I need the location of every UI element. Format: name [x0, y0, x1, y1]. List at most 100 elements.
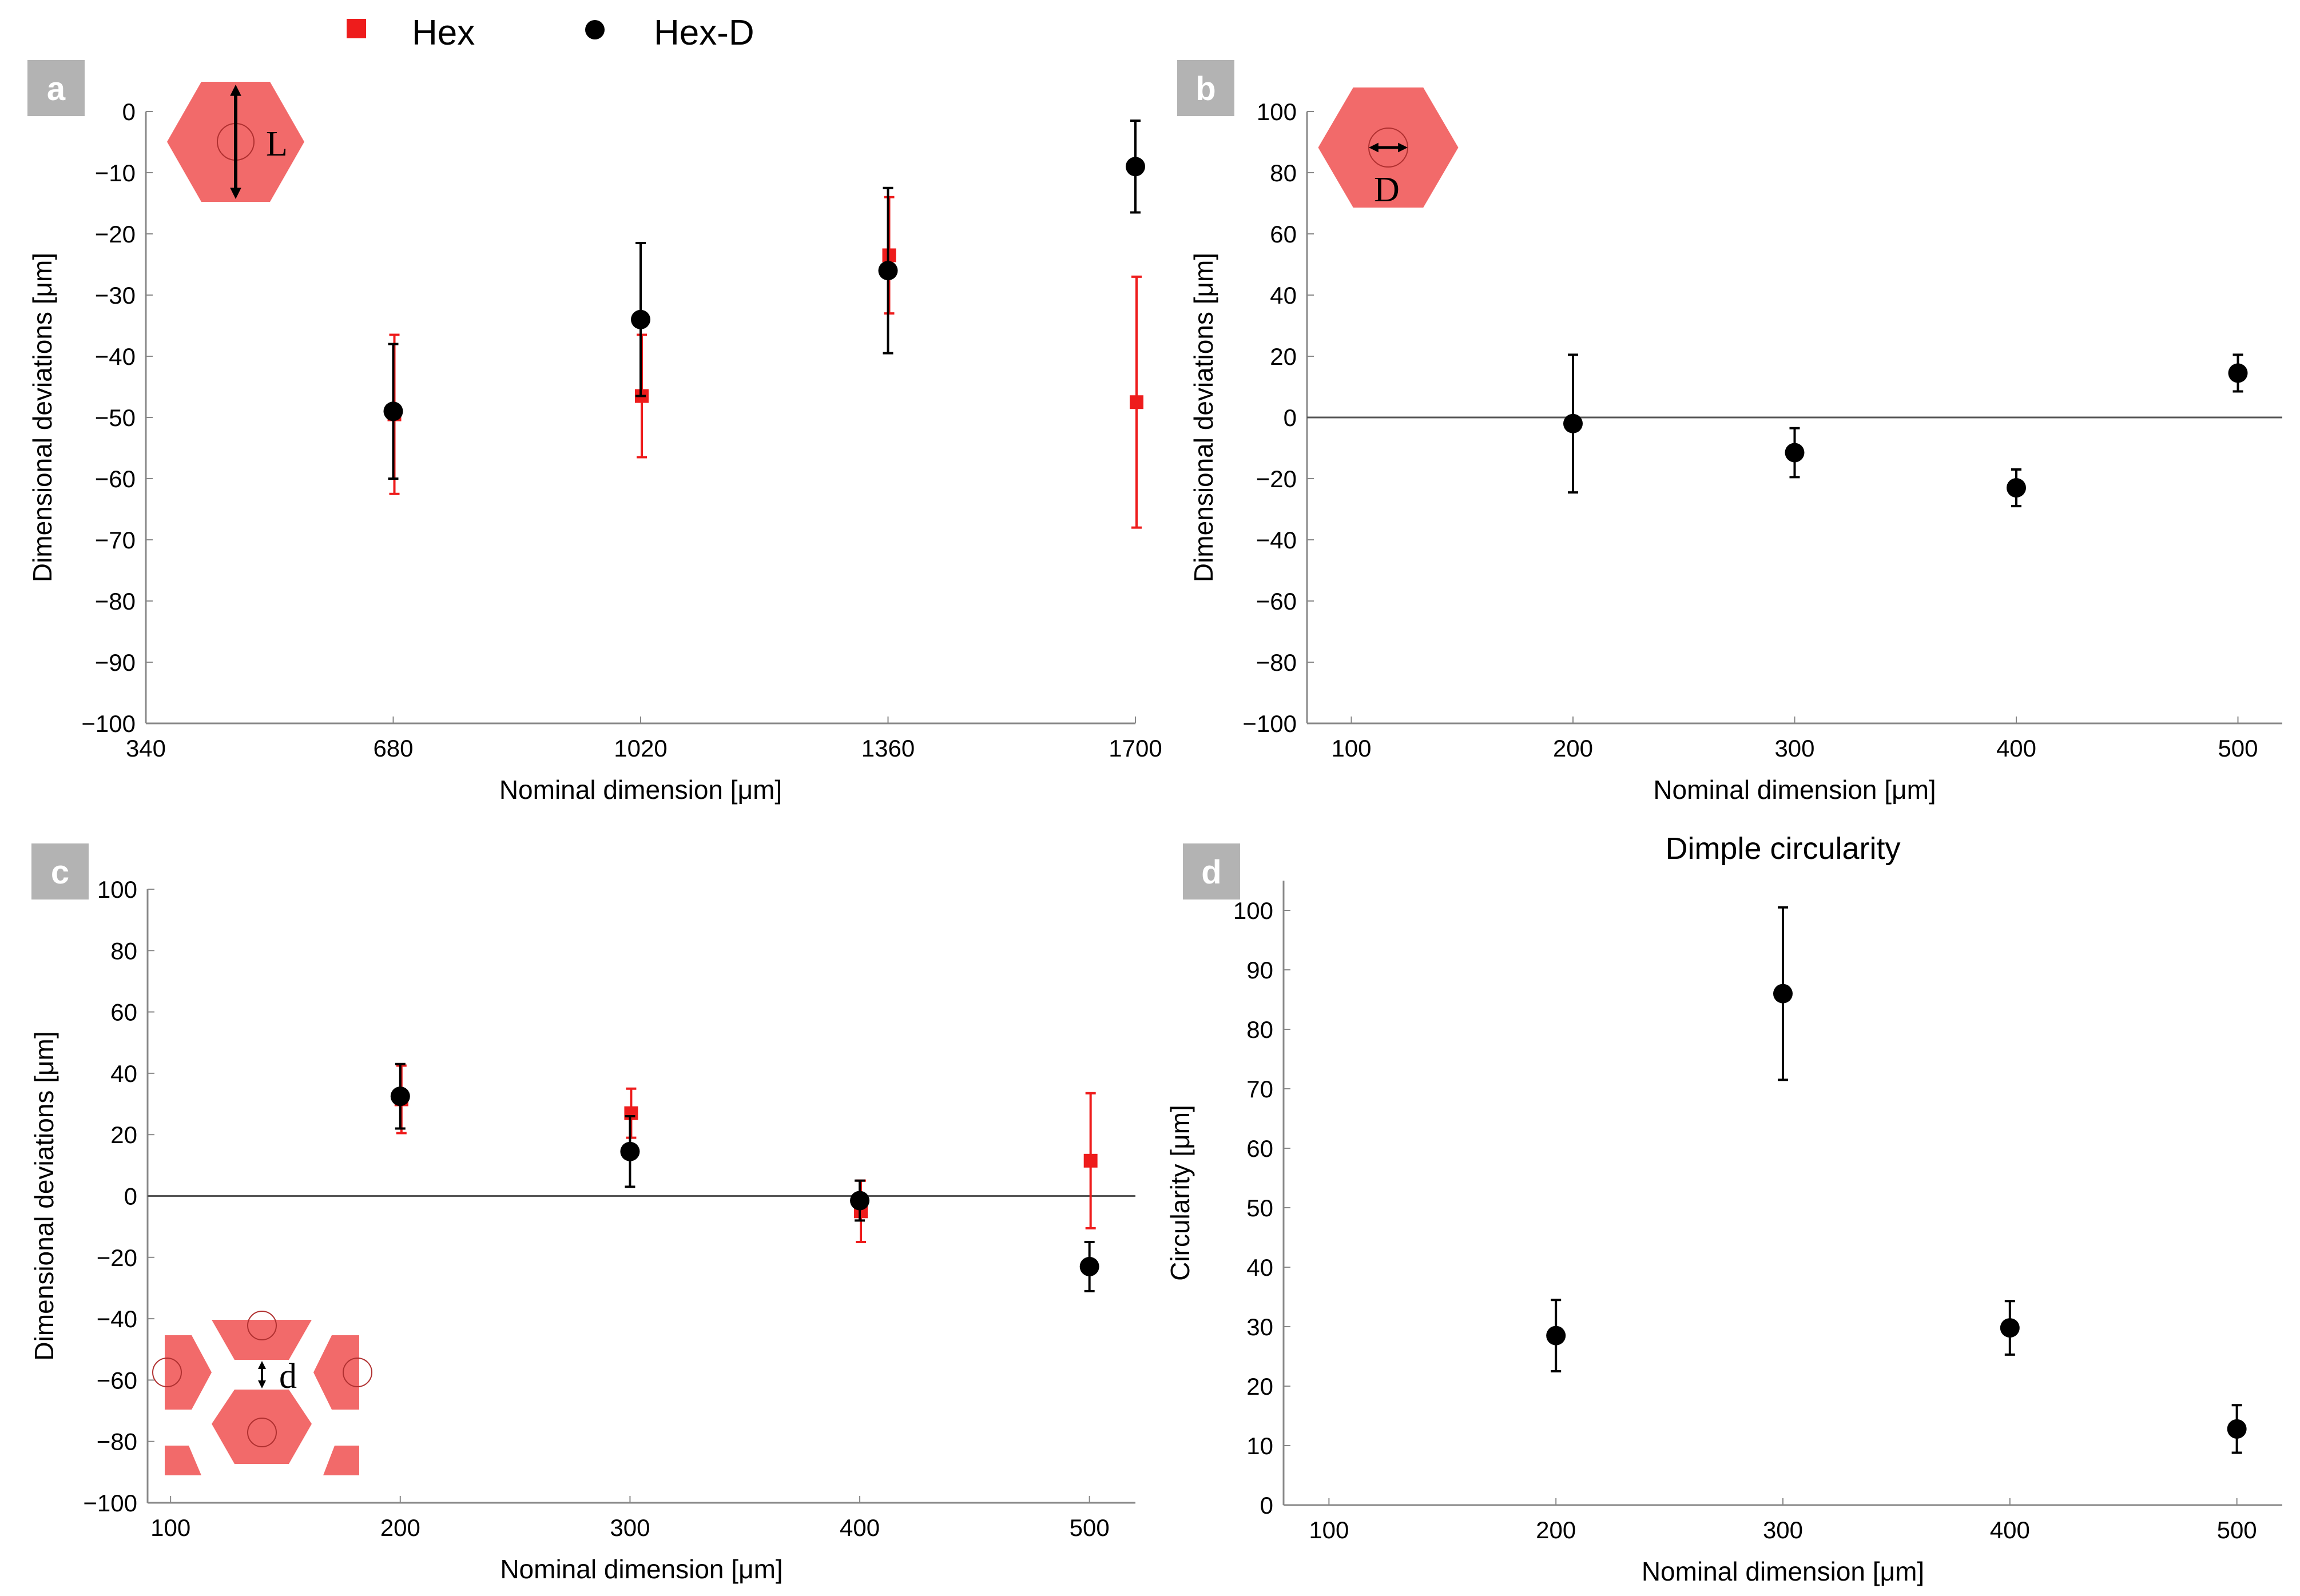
data-point-hexd [850, 1191, 870, 1211]
x-tick-label: 400 [1990, 1517, 2030, 1543]
x-tick-label: 1020 [614, 735, 667, 762]
y-tick-label: 30 [1246, 1314, 1273, 1340]
y-tick-label: 40 [1246, 1254, 1273, 1281]
dimple-outline [152, 1358, 182, 1387]
y-tick-label: 90 [1246, 957, 1273, 984]
y-tick-label: −100 [81, 710, 136, 737]
y-tick-label: −100 [83, 1490, 137, 1517]
y-tick-label: −10 [95, 160, 136, 186]
y-tick-label: 40 [110, 1060, 137, 1087]
y-tick-label: 10 [1246, 1432, 1273, 1459]
inset-label: d [279, 1357, 297, 1396]
data-point-hexd [390, 1086, 410, 1107]
inset-hexagon-gap: d [152, 1311, 372, 1475]
inset-label: L [266, 125, 288, 164]
y-tick-label: 0 [122, 98, 136, 125]
x-axis-label: Nominal dimension [μm] [1642, 1557, 1924, 1586]
y-tick-label: 70 [1246, 1076, 1273, 1103]
y-tick-label: 20 [110, 1121, 137, 1148]
x-axis-label: Nominal dimension [μm] [500, 1554, 782, 1584]
y-tick-label: 0 [1260, 1492, 1273, 1519]
inset-hexagon-diameter: D [1318, 87, 1459, 209]
legend-hexd-marker [585, 20, 605, 39]
y-tick-label: 20 [1270, 343, 1297, 370]
hexagon-shape [212, 1390, 312, 1464]
hexagon-shape [165, 1446, 201, 1475]
x-axis-label: Nominal dimension [μm] [499, 775, 782, 805]
dimple-outline [247, 1311, 277, 1340]
x-tick-label: 400 [1996, 735, 2036, 762]
x-tick-label: 200 [1553, 735, 1593, 762]
y-tick-label: 80 [110, 937, 137, 964]
arrow-head [230, 188, 241, 199]
y-tick-label: 0 [1284, 404, 1297, 431]
y-tick-label: 100 [1233, 897, 1273, 924]
dimple-outline [247, 1418, 277, 1447]
data-point-hexd [2000, 1318, 2020, 1338]
x-tick-label: 500 [1070, 1514, 1110, 1541]
legend: Hex Hex-D [347, 13, 754, 53]
y-tick-label: −80 [95, 588, 136, 615]
x-tick-label: 200 [380, 1514, 420, 1541]
y-tick-label: −40 [1256, 527, 1297, 554]
legend-hexd-label: Hex-D [654, 13, 754, 53]
x-tick-label: 100 [150, 1514, 190, 1541]
y-tick-label: −100 [1242, 710, 1297, 737]
panel-label: b [1195, 70, 1215, 108]
x-tick-label: 1700 [1109, 735, 1162, 762]
data-point-hexd [1079, 1256, 1099, 1276]
y-tick-label: 40 [1270, 282, 1297, 309]
chart-panel-b: b −100 −80 −60 −40 −20 0 20 40 60 80 100 100 200 300 40… [1177, 60, 2282, 805]
y-tick-label: 60 [1270, 221, 1297, 248]
y-tick-label: −60 [1256, 588, 1297, 615]
y-tick-label: −20 [95, 221, 136, 248]
series-hexd [1546, 906, 2247, 1454]
y-tick-label: −60 [95, 465, 136, 492]
chart-title: Dimple circularity [1665, 831, 1900, 866]
y-tick-label: −40 [95, 343, 136, 370]
data-point-hexd [383, 401, 403, 421]
panel-label-badge [31, 843, 89, 900]
series-hexd [390, 1062, 1099, 1292]
y-tick-label: 100 [1257, 98, 1297, 125]
data-point-hexd [1546, 1326, 1566, 1346]
y-axis-label: Circularity [μm] [1165, 1105, 1195, 1281]
x-tick-label: 300 [610, 1514, 650, 1541]
y-tick-label: 80 [1246, 1016, 1273, 1043]
data-point-hex [1083, 1153, 1098, 1168]
data-point-hexd [620, 1141, 640, 1161]
panel-label: d [1201, 854, 1221, 891]
x-tick-label: 500 [2217, 1517, 2257, 1543]
y-axis-label: Dimensional deviations [μm] [27, 253, 57, 582]
data-point-hexd [2228, 363, 2248, 383]
arrow-head [258, 1380, 266, 1388]
data-point-hexd [2227, 1419, 2247, 1439]
y-tick-label: 60 [110, 999, 137, 1026]
x-tick-label: 400 [840, 1514, 880, 1541]
chart-panel-d: d 0 10 20 30 40 50 60 70 80 90 100 100 200 300 400 500 No… [1165, 831, 2282, 1586]
x-tick-label: 500 [2218, 735, 2258, 762]
data-point-hexd [631, 309, 650, 329]
arrow-head [230, 85, 241, 96]
x-tick-label: 100 [1331, 735, 1371, 762]
data-point-hexd [1773, 984, 1793, 1004]
hexagon-shape [165, 1335, 212, 1410]
x-tick-label: 340 [126, 735, 166, 762]
panel-label-badge [27, 60, 85, 116]
x-tick-label: 200 [1536, 1517, 1576, 1543]
y-tick-label: −20 [1256, 465, 1297, 492]
data-point-hexd [878, 261, 898, 281]
hexagon-shape [323, 1446, 359, 1475]
y-tick-label: −80 [97, 1428, 137, 1455]
y-tick-label: −90 [95, 649, 136, 676]
arrow-head [1398, 142, 1408, 153]
y-tick-label: 80 [1270, 160, 1297, 186]
data-point-hexd [1126, 157, 1145, 177]
y-tick-label: −60 [97, 1367, 137, 1394]
y-tick-label: −80 [1256, 649, 1297, 676]
legend-hex-marker [347, 19, 366, 38]
x-axis-label: Nominal dimension [μm] [1653, 775, 1936, 805]
y-tick-label: 0 [124, 1183, 137, 1210]
y-tick-label: 100 [97, 876, 137, 903]
dimple-outline [343, 1358, 372, 1387]
